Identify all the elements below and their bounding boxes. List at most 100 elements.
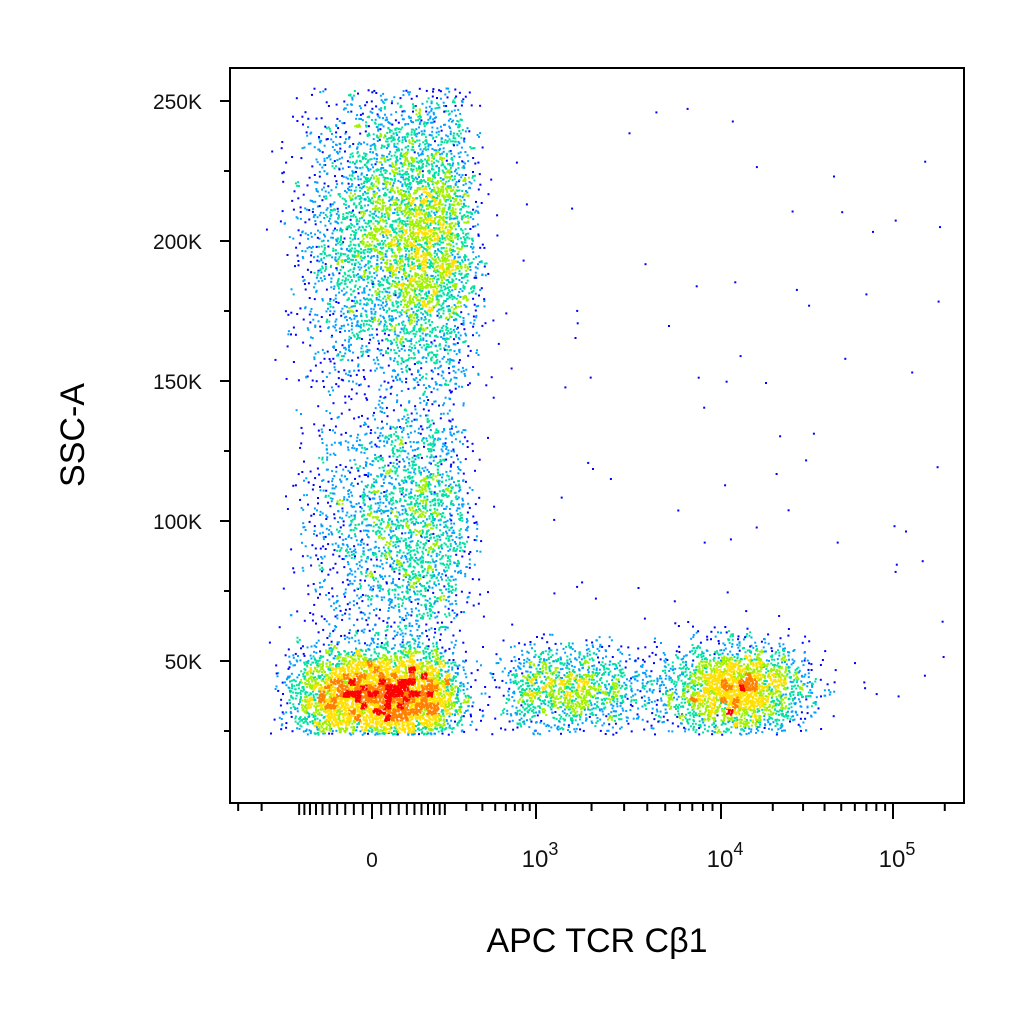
event-dot xyxy=(414,176,417,179)
event-dot xyxy=(401,212,404,215)
event-dot xyxy=(352,94,355,97)
event-dot xyxy=(384,177,387,179)
event-dot xyxy=(446,176,449,179)
event-dot xyxy=(440,286,443,289)
event-dot xyxy=(308,209,311,212)
event-dot xyxy=(402,220,405,222)
event-dot xyxy=(314,325,317,328)
event-dot xyxy=(344,352,347,355)
event-dot xyxy=(448,305,450,307)
event-dot xyxy=(337,285,340,288)
event-dot xyxy=(393,349,396,352)
event-dot xyxy=(379,232,382,235)
event-dot xyxy=(442,163,445,166)
event-dot xyxy=(468,91,471,94)
event-dot xyxy=(449,358,452,361)
event-dot xyxy=(390,249,393,252)
event-dot xyxy=(448,90,451,93)
event-dot xyxy=(434,381,437,384)
event-dot xyxy=(413,165,416,168)
event-dot xyxy=(409,209,412,212)
event-dot xyxy=(403,164,406,166)
event-dot xyxy=(433,221,436,224)
event-dot xyxy=(419,114,421,117)
event-dot xyxy=(451,207,454,209)
event-dot xyxy=(471,242,474,245)
event-dot xyxy=(445,105,448,107)
event-dot xyxy=(471,291,474,294)
event-dot xyxy=(461,246,464,249)
event-dot xyxy=(390,188,393,191)
event-dot xyxy=(383,295,386,298)
event-dot xyxy=(408,140,411,143)
event-dot xyxy=(383,328,386,331)
event-dot xyxy=(400,234,403,237)
event-dot xyxy=(349,153,352,156)
event-dot xyxy=(412,311,415,314)
event-dot xyxy=(334,249,337,252)
event-dot xyxy=(436,270,439,273)
event-dot xyxy=(357,365,360,368)
event-dot xyxy=(475,276,478,279)
event-dot xyxy=(456,189,459,192)
event-dot xyxy=(387,207,390,210)
event-dot xyxy=(359,107,362,110)
event-dot xyxy=(440,326,443,329)
event-dot xyxy=(407,387,410,390)
event-dot xyxy=(400,202,403,205)
event-dot xyxy=(381,339,384,342)
event-dot xyxy=(404,146,407,149)
event-dot xyxy=(405,211,408,214)
event-dot xyxy=(455,265,457,267)
event-dot xyxy=(467,273,470,275)
event-dot xyxy=(311,379,314,382)
event-dot xyxy=(388,153,391,156)
event-dot xyxy=(408,315,411,317)
event-dot xyxy=(442,282,445,285)
event-dot xyxy=(327,185,330,188)
event-dot xyxy=(380,261,383,264)
event-dot xyxy=(379,320,382,323)
event-dot xyxy=(459,237,462,240)
event-dot xyxy=(404,237,407,240)
event-dot xyxy=(373,244,376,247)
event-dot xyxy=(448,372,451,375)
event-dot xyxy=(475,316,478,319)
event-dot xyxy=(409,195,412,198)
event-dot xyxy=(417,239,420,242)
event-dot xyxy=(325,138,328,141)
event-dot xyxy=(405,194,408,197)
event-dot xyxy=(453,376,456,379)
event-dot xyxy=(416,160,419,163)
event-dot xyxy=(457,108,460,111)
event-dot xyxy=(388,213,391,216)
event-dot xyxy=(438,258,441,261)
event-dot xyxy=(412,103,414,106)
event-dot xyxy=(382,207,385,210)
event-dot xyxy=(334,220,337,223)
event-dot xyxy=(458,349,460,352)
event-dot xyxy=(382,234,384,237)
event-dot xyxy=(428,111,431,114)
event-dot xyxy=(390,325,393,328)
event-dot xyxy=(470,104,473,107)
event-dot xyxy=(370,310,373,313)
event-dot xyxy=(369,298,372,301)
event-dot xyxy=(451,262,454,265)
event-dot xyxy=(340,314,343,317)
event-dot xyxy=(361,157,364,160)
event-dot xyxy=(458,629,461,632)
event-dot xyxy=(461,196,464,199)
event-dot xyxy=(313,286,316,289)
event-dot xyxy=(364,229,367,232)
event-dot xyxy=(465,299,468,302)
event-dot xyxy=(373,305,376,308)
event-dot xyxy=(412,180,415,183)
event-dot xyxy=(423,302,426,304)
event-dot xyxy=(438,312,441,315)
event-dot xyxy=(445,599,448,602)
event-dot xyxy=(446,96,449,99)
event-dot xyxy=(416,224,418,227)
event-dot xyxy=(385,185,388,188)
event-dot xyxy=(446,170,449,173)
